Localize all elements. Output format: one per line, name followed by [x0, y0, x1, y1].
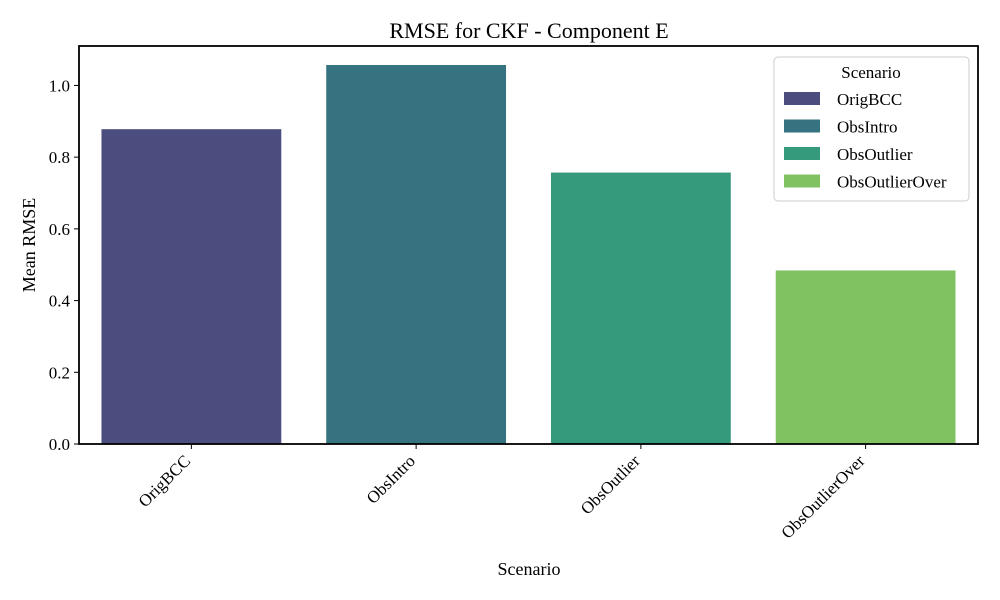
chart-title: RMSE for CKF - Component E: [389, 18, 668, 43]
y-tick-label: 0.0: [49, 435, 70, 454]
y-tick-label: 0.8: [49, 148, 70, 167]
x-tick-label: ObsOutlierOver: [778, 451, 869, 542]
legend-swatch: [784, 119, 820, 133]
legend-entry-label: ObsIntro: [837, 118, 897, 137]
y-tick-label: 0.2: [49, 363, 70, 382]
plot-frame: [78, 45, 979, 445]
legend-entry-label: ObsOutlierOver: [837, 173, 947, 192]
legend-title: Scenario: [841, 63, 900, 82]
bar-obsintro: [326, 65, 507, 444]
bars-layer: [101, 65, 956, 444]
x-tick-label: ObsOutlier: [577, 451, 644, 518]
bar-obsoutlierover: [775, 270, 956, 444]
y-axis-label: Mean RMSE: [19, 198, 39, 293]
legend-swatch: [784, 174, 820, 188]
bar-origbcc: [101, 129, 282, 444]
y-tick-label: 0.6: [49, 220, 70, 239]
x-tick-label: OrigBCC: [135, 451, 195, 511]
legend-box: [773, 56, 970, 202]
x-axis-label: Scenario: [498, 559, 561, 579]
y-tick-label: 0.4: [49, 292, 71, 311]
legend-entry-label: OrigBCC: [837, 90, 902, 109]
legend-entries: OrigBCC ObsIntro ObsOutlier ObsOutlierOver: [784, 90, 947, 192]
legend-entry-label: ObsOutlier: [837, 145, 913, 164]
x-tick-label: ObsIntro: [363, 451, 419, 507]
y-tick-label: 1.0: [49, 76, 70, 95]
bar-obsoutlier: [550, 172, 731, 444]
legend-swatch: [784, 147, 820, 160]
legend-swatch: [784, 92, 820, 105]
legend: Scenario OrigBCC ObsIntro ObsOutlier ObsOut…: [773, 56, 970, 202]
